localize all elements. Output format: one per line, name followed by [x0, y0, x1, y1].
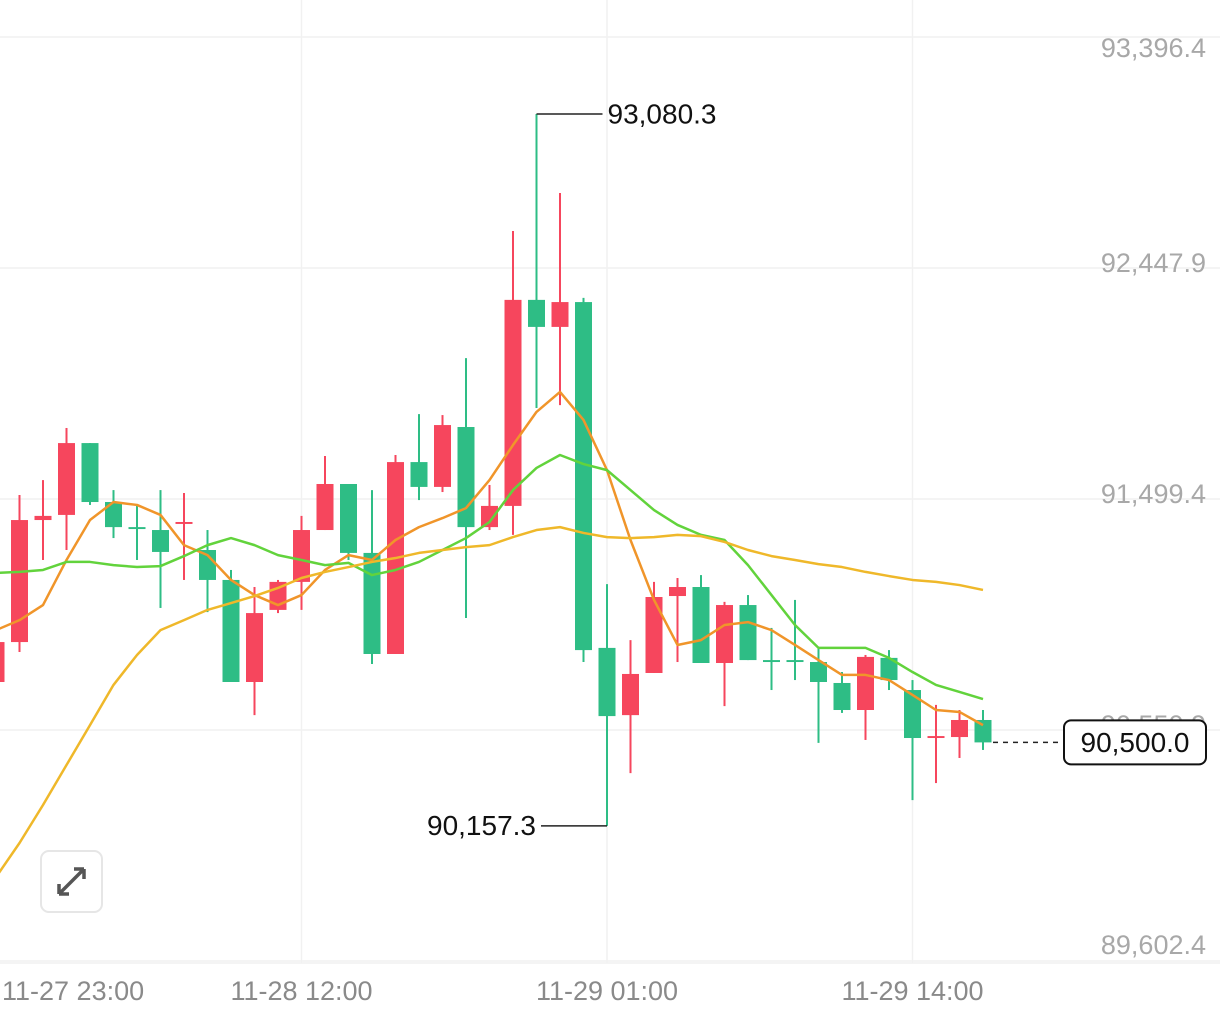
- candle-body: [246, 613, 263, 682]
- candle-body: [716, 605, 733, 664]
- y-tick-label: 91,499.4: [1101, 479, 1206, 509]
- moving-average-line: [0, 525, 984, 874]
- candle-body: [11, 520, 28, 643]
- candle-body: [434, 425, 451, 487]
- candle-body: [316, 483, 334, 531]
- candle-body: [481, 505, 498, 528]
- candle-body: [105, 502, 122, 528]
- candle-body: [927, 736, 945, 739]
- annotation-label: 90,157.3: [427, 810, 536, 841]
- candle-body: [58, 443, 75, 515]
- candle-body: [857, 656, 874, 711]
- candle-body: [692, 587, 710, 664]
- y-tick-label: 92,447.9: [1101, 248, 1206, 278]
- candle-body: [199, 549, 216, 580]
- candle-body: [622, 673, 639, 716]
- candle-body: [128, 527, 146, 530]
- candle-body: [763, 660, 780, 663]
- candle-body: [786, 660, 804, 663]
- candle-body: [457, 427, 475, 528]
- candle-body: [528, 299, 545, 327]
- last-price-label: 90,500.0: [1081, 727, 1190, 758]
- annotation-label: 93,080.3: [608, 98, 717, 129]
- candle-body: [951, 719, 968, 738]
- last-price-box: [1063, 719, 1207, 766]
- candle-body: [645, 597, 663, 673]
- candle-body: [575, 302, 592, 651]
- candle-body: [880, 657, 898, 681]
- candle-body: [81, 443, 99, 503]
- x-tick-label: 11-28 12:00: [230, 976, 372, 1006]
- y-tick-label: 89,602.4: [1101, 930, 1206, 960]
- candle-body: [598, 647, 616, 717]
- candle-body: [904, 690, 921, 739]
- y-tick-label: 93,396.4: [1101, 33, 1206, 63]
- candle-body: [293, 530, 310, 582]
- candle-body: [739, 605, 757, 661]
- candle-body: [340, 483, 357, 553]
- candle-body: [222, 579, 240, 682]
- candle-body: [410, 462, 428, 487]
- expand-icon[interactable]: [57, 867, 86, 896]
- candle-body: [34, 515, 52, 521]
- candle-body: [669, 587, 686, 597]
- moving-average-line: [0, 453, 984, 701]
- candle-body: [810, 662, 827, 682]
- candle-body: [152, 530, 169, 552]
- x-tick-label: 11-27 23:00: [2, 976, 144, 1006]
- candle-body: [363, 552, 381, 654]
- x-tick-label: 11-29 14:00: [841, 976, 983, 1006]
- candle-body: [974, 719, 992, 743]
- candle-body: [175, 521, 193, 524]
- candle-body: [504, 299, 522, 506]
- x-tick-label: 11-29 01:00: [536, 976, 678, 1006]
- expand-button[interactable]: [40, 850, 103, 913]
- moving-average-line: [0, 390, 984, 727]
- candle-body: [833, 682, 851, 711]
- candle-body: [0, 642, 5, 682]
- candle-body: [551, 302, 569, 327]
